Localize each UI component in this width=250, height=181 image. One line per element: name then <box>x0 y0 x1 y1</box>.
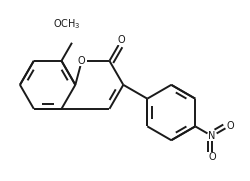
Text: O: O <box>118 35 125 45</box>
Text: O: O <box>78 56 86 66</box>
Text: N: N <box>208 131 216 141</box>
Text: OCH$_3$: OCH$_3$ <box>52 17 80 31</box>
Text: O: O <box>208 152 216 162</box>
Text: O: O <box>226 121 234 131</box>
